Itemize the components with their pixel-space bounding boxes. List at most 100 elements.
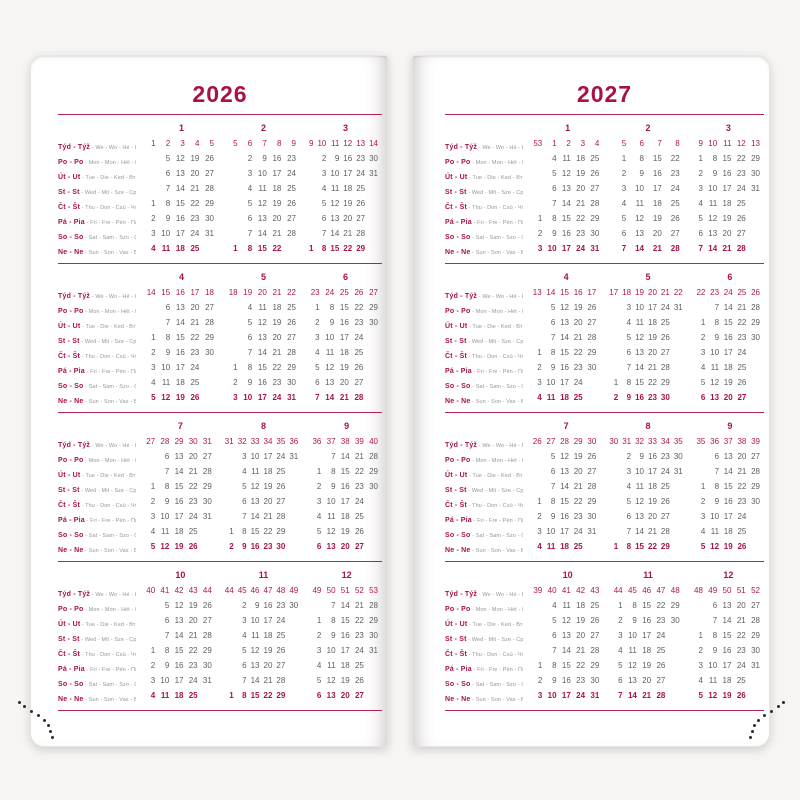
sunday-cell bbox=[369, 241, 382, 256]
day-cell: 6 bbox=[315, 378, 320, 387]
day-cell: 30 bbox=[287, 378, 296, 387]
day-cell bbox=[750, 673, 764, 688]
day-cell: 28 bbox=[276, 676, 286, 685]
day-cell: 21 bbox=[648, 527, 657, 536]
sunday-cell: 26 bbox=[188, 542, 198, 551]
day-cell: 16 bbox=[340, 482, 350, 491]
day-cell bbox=[145, 166, 160, 181]
week-number-cell: 29 bbox=[174, 437, 184, 446]
day-cell: 16 bbox=[339, 318, 349, 327]
label-spacer bbox=[445, 270, 523, 286]
month-number: 2 bbox=[260, 123, 266, 133]
weekday-row-label: Pá - Pia - Fri - Fre - Pén - Пя bbox=[58, 510, 136, 525]
day-cell bbox=[368, 494, 382, 509]
day-cell: 19 bbox=[648, 333, 657, 342]
label-native: Týd - Týž bbox=[445, 442, 478, 449]
day-cell: 3 bbox=[242, 452, 247, 461]
month-grid: 9 35 36 37 38 39 6 13 20 27 7 14 21 28 1 8 15 22 29 2 9 16 23 3… bbox=[696, 419, 764, 555]
week-number-cell: 3 bbox=[180, 139, 185, 148]
month-grid: 11 44 45 46 47 48 1 8 15 22 29 2 9 16 23 30 3 10 17 24 4 11 18… bbox=[612, 568, 683, 704]
label-native: Pá - Pia bbox=[445, 666, 472, 673]
week-number-cell: 45 bbox=[627, 586, 637, 595]
day-cell: 8 bbox=[550, 497, 556, 506]
label-translations: - Sun - Son - Vas - Вс bbox=[83, 548, 136, 554]
day-cell: 25 bbox=[656, 646, 666, 655]
day-cell: 1 bbox=[700, 482, 706, 491]
day-cell: 11 bbox=[635, 482, 644, 491]
month-number: 12 bbox=[723, 570, 734, 580]
section-divider bbox=[445, 561, 764, 562]
day-cell: 17 bbox=[560, 378, 569, 387]
day-cell: 18 bbox=[263, 467, 273, 476]
sunday-cell: 21 bbox=[642, 691, 652, 700]
day-cell: 22 bbox=[354, 303, 364, 312]
label-native: Pá - Pia bbox=[445, 219, 472, 226]
sunday-cell: 28 bbox=[736, 244, 746, 253]
sunday-cell: 13 bbox=[326, 691, 336, 700]
day-cell: 24 bbox=[660, 303, 670, 312]
sunday-cell: 29 bbox=[660, 542, 670, 551]
day-cell: 15 bbox=[339, 303, 349, 312]
week-number-cell: 17 bbox=[609, 288, 619, 297]
month-number: 4 bbox=[178, 272, 184, 282]
day-cell: 2 bbox=[315, 318, 320, 327]
sunday-cell: 11 bbox=[546, 393, 556, 402]
day-cell bbox=[369, 181, 382, 196]
day-cell: 15 bbox=[561, 214, 571, 223]
sunday-cell: 1 bbox=[309, 244, 314, 253]
day-cell: 13 bbox=[561, 184, 571, 193]
day-cell: 22 bbox=[576, 214, 586, 223]
day-cell: 25 bbox=[660, 482, 670, 491]
day-cell: 12 bbox=[708, 214, 718, 223]
day-cell: 5 bbox=[316, 676, 322, 685]
week-number-cell: 34 bbox=[263, 437, 273, 446]
sunday-cell bbox=[368, 539, 382, 554]
weekday-row-label: Út - Ut - Tue - Die - Ked - Вт bbox=[445, 614, 523, 629]
week-number-cell: 19 bbox=[635, 288, 644, 297]
weekday-row-label: So - So - Sat - Sam - Szo - Сб bbox=[445, 376, 523, 391]
month-number: 4 bbox=[563, 272, 569, 282]
week-number-cell: 30 bbox=[587, 437, 597, 446]
sunday-cell: 1 bbox=[613, 542, 619, 551]
day-cell: 3 bbox=[698, 661, 703, 670]
day-cell: 29 bbox=[202, 646, 212, 655]
day-cell: 30 bbox=[673, 452, 683, 461]
day-cell: 2 bbox=[316, 631, 322, 640]
day-cell bbox=[750, 524, 764, 539]
day-cell: 5 bbox=[700, 378, 706, 387]
month-number: 7 bbox=[177, 421, 183, 431]
day-cell: 23 bbox=[573, 363, 583, 372]
day-cell: 13 bbox=[635, 348, 644, 357]
day-cell bbox=[532, 300, 546, 315]
day-cell: 4 bbox=[626, 318, 632, 327]
label-native: Ne - Ne bbox=[58, 547, 84, 554]
week-number-cell: 9 bbox=[309, 139, 314, 148]
day-cell: 12 bbox=[175, 154, 185, 163]
label-native: Týd - Týž bbox=[445, 293, 478, 300]
day-cell: 23 bbox=[188, 661, 198, 670]
day-cell: 19 bbox=[652, 214, 662, 223]
diary-spread: 2026 Týd - Týž - We - Wo - Hé - НдPo - P… bbox=[30, 55, 770, 747]
day-cell: 19 bbox=[576, 169, 586, 178]
label-translations: - Fri - Fre - Pén - Пя bbox=[84, 220, 136, 226]
week-number-cell: 9 bbox=[291, 139, 296, 148]
day-cell: 2 bbox=[618, 616, 623, 625]
day-cell: 16 bbox=[340, 631, 350, 640]
day-cell: 20 bbox=[652, 229, 662, 238]
week-number-cell: 30 bbox=[609, 437, 619, 446]
day-cell: 22 bbox=[737, 318, 747, 327]
day-cell: 18 bbox=[343, 184, 353, 193]
label-translations: - Fri - Fre - Pén - Пя bbox=[84, 518, 136, 524]
day-cell bbox=[145, 151, 160, 166]
month-number: 1 bbox=[565, 123, 571, 133]
day-cell: 19 bbox=[263, 646, 273, 655]
label-native: Út - Ut bbox=[58, 174, 81, 181]
sunday-cell: 26 bbox=[190, 393, 200, 402]
day-cell: 10 bbox=[250, 452, 260, 461]
label-native: St - St bbox=[445, 636, 467, 643]
day-cell: 5 bbox=[550, 303, 556, 312]
day-cell: 4 bbox=[247, 184, 253, 193]
day-cell bbox=[532, 464, 546, 479]
day-cell bbox=[289, 613, 302, 628]
day-cell bbox=[225, 613, 238, 628]
